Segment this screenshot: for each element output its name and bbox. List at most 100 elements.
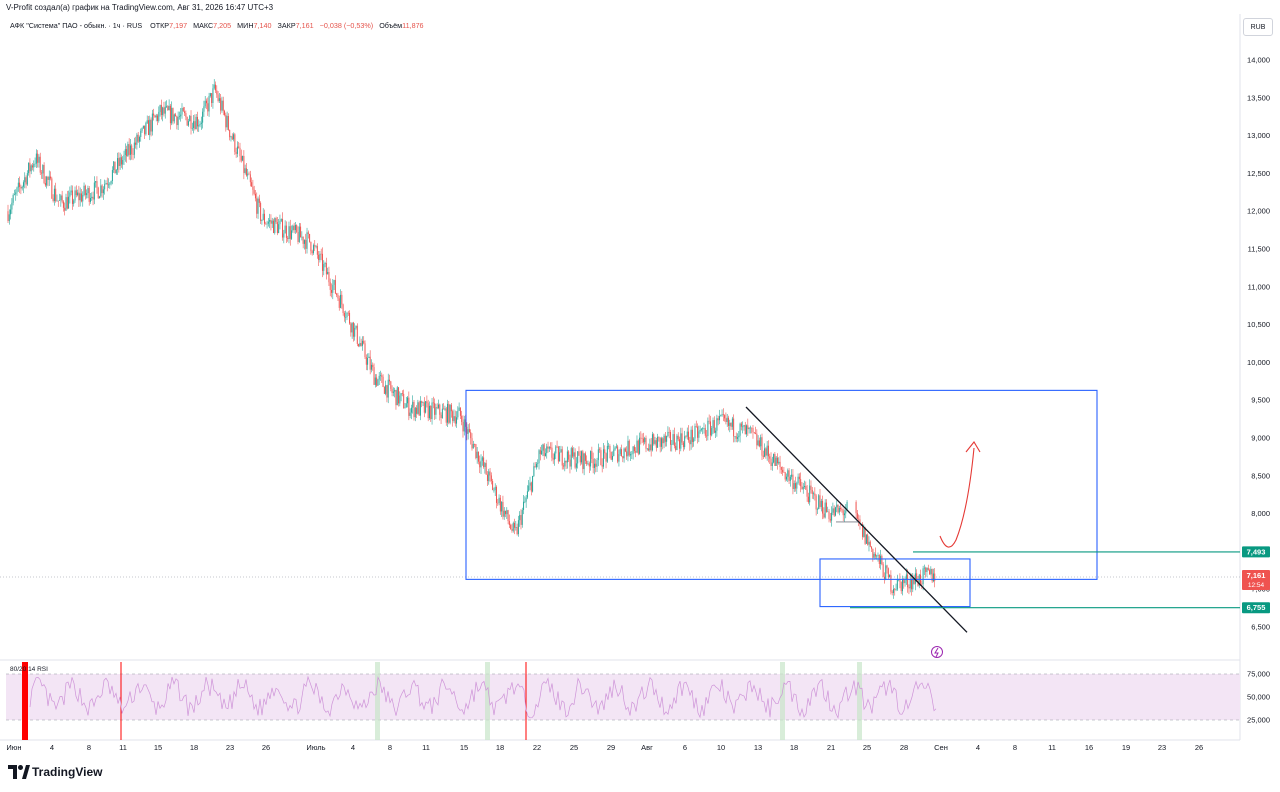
candle-body	[734, 436, 736, 437]
candle-body	[105, 183, 107, 185]
candle-body	[207, 103, 209, 112]
candle-body	[834, 507, 836, 516]
candle-body	[490, 475, 492, 481]
candle-body	[351, 322, 353, 333]
candle-body	[137, 134, 139, 142]
candle-body	[208, 95, 210, 112]
projection-arrow	[939, 447, 975, 548]
candle-body	[748, 427, 750, 430]
candle-body	[328, 271, 330, 283]
candle-body	[685, 436, 687, 437]
candle-body	[466, 426, 468, 434]
candle-body	[419, 401, 421, 416]
price-tick-label: 9,500	[1251, 396, 1270, 405]
tradingview-logo[interactable]: TradingView	[8, 765, 102, 779]
low-value: 7,140	[253, 21, 272, 30]
candle-body	[764, 448, 766, 457]
candle-body	[297, 232, 299, 242]
candle-body	[582, 451, 584, 470]
candle-body	[167, 106, 169, 111]
candle-body	[547, 446, 549, 449]
candle-body	[613, 449, 615, 457]
candle-body	[274, 218, 276, 233]
candle-body	[778, 461, 780, 464]
time-tick-label: 25	[570, 743, 578, 752]
candle-body	[480, 460, 482, 468]
time-tick-label: 8	[388, 743, 392, 752]
candle-body	[914, 573, 916, 584]
candle-body	[570, 448, 572, 467]
candle-body	[856, 513, 858, 519]
candle-body	[544, 453, 546, 457]
candle-body	[477, 451, 479, 462]
candle-body	[345, 317, 347, 318]
candle-body	[497, 502, 499, 504]
candle-body	[368, 356, 370, 358]
candle-body	[515, 526, 517, 528]
price-tick-label: 13,000	[1247, 131, 1270, 140]
candle-body	[742, 426, 744, 428]
time-tick-label: 8	[1013, 743, 1017, 752]
candle-body	[376, 377, 378, 386]
candle-body	[189, 115, 191, 122]
rsi-label: 80/20 14 RSI	[10, 666, 48, 673]
rsi-signal-zone	[375, 662, 380, 740]
time-tick-label: 28	[900, 743, 908, 752]
candle-body	[708, 420, 710, 422]
candle-body	[489, 471, 491, 476]
candle-body	[117, 158, 119, 170]
candle-body	[646, 448, 648, 450]
candle-body	[186, 116, 188, 126]
candle-body	[724, 415, 726, 419]
candle-body	[452, 411, 454, 421]
candle-body	[354, 327, 356, 337]
candle-body	[894, 588, 896, 590]
time-tick-label: 23	[1158, 743, 1166, 752]
lightning-icon	[931, 646, 943, 658]
candle-body	[119, 157, 121, 167]
candle-body	[481, 457, 483, 461]
time-tick-label: Июн	[6, 743, 21, 752]
candle-body	[782, 469, 784, 473]
candle-body	[369, 356, 371, 370]
candle-body	[671, 444, 673, 445]
candle-body	[651, 434, 653, 451]
candle-body	[269, 219, 271, 222]
candle-body	[885, 565, 887, 580]
rsi-tick-label: 50,000	[1247, 693, 1270, 702]
candle-body	[414, 407, 416, 418]
candle-body	[436, 407, 438, 408]
symbol-name[interactable]: АФК "Система" ПАО - обыкн. · 1ч · RUS	[10, 21, 143, 30]
candle-body	[662, 438, 664, 444]
candle-body	[864, 527, 866, 544]
open-label: ОТКР	[150, 21, 170, 30]
candle-body	[195, 116, 197, 130]
time-tick-label: 4	[976, 743, 980, 752]
candle-body	[252, 186, 254, 190]
candle-body	[200, 122, 202, 124]
candle-body	[243, 155, 245, 173]
candle-body	[392, 391, 394, 393]
candle-body	[333, 280, 335, 285]
candle-body	[61, 195, 63, 202]
candle-body	[591, 451, 593, 459]
candle-body	[198, 125, 200, 127]
rsi-line	[29, 675, 937, 720]
candle-body	[227, 115, 229, 130]
candle-body	[88, 188, 90, 202]
candle-body	[155, 115, 157, 118]
candle-body	[234, 134, 236, 152]
candle-body	[127, 144, 129, 157]
candle-body	[220, 98, 222, 111]
time-tick-label: 4	[351, 743, 355, 752]
candle-body	[108, 184, 110, 186]
candle-body	[712, 420, 714, 429]
candle-body	[400, 393, 402, 396]
candle-body	[618, 454, 620, 462]
candle-body	[291, 230, 293, 239]
candle-body	[825, 502, 827, 512]
candle-body	[196, 116, 198, 127]
currency-button[interactable]: RUB	[1243, 18, 1273, 36]
candle-body	[359, 342, 361, 347]
